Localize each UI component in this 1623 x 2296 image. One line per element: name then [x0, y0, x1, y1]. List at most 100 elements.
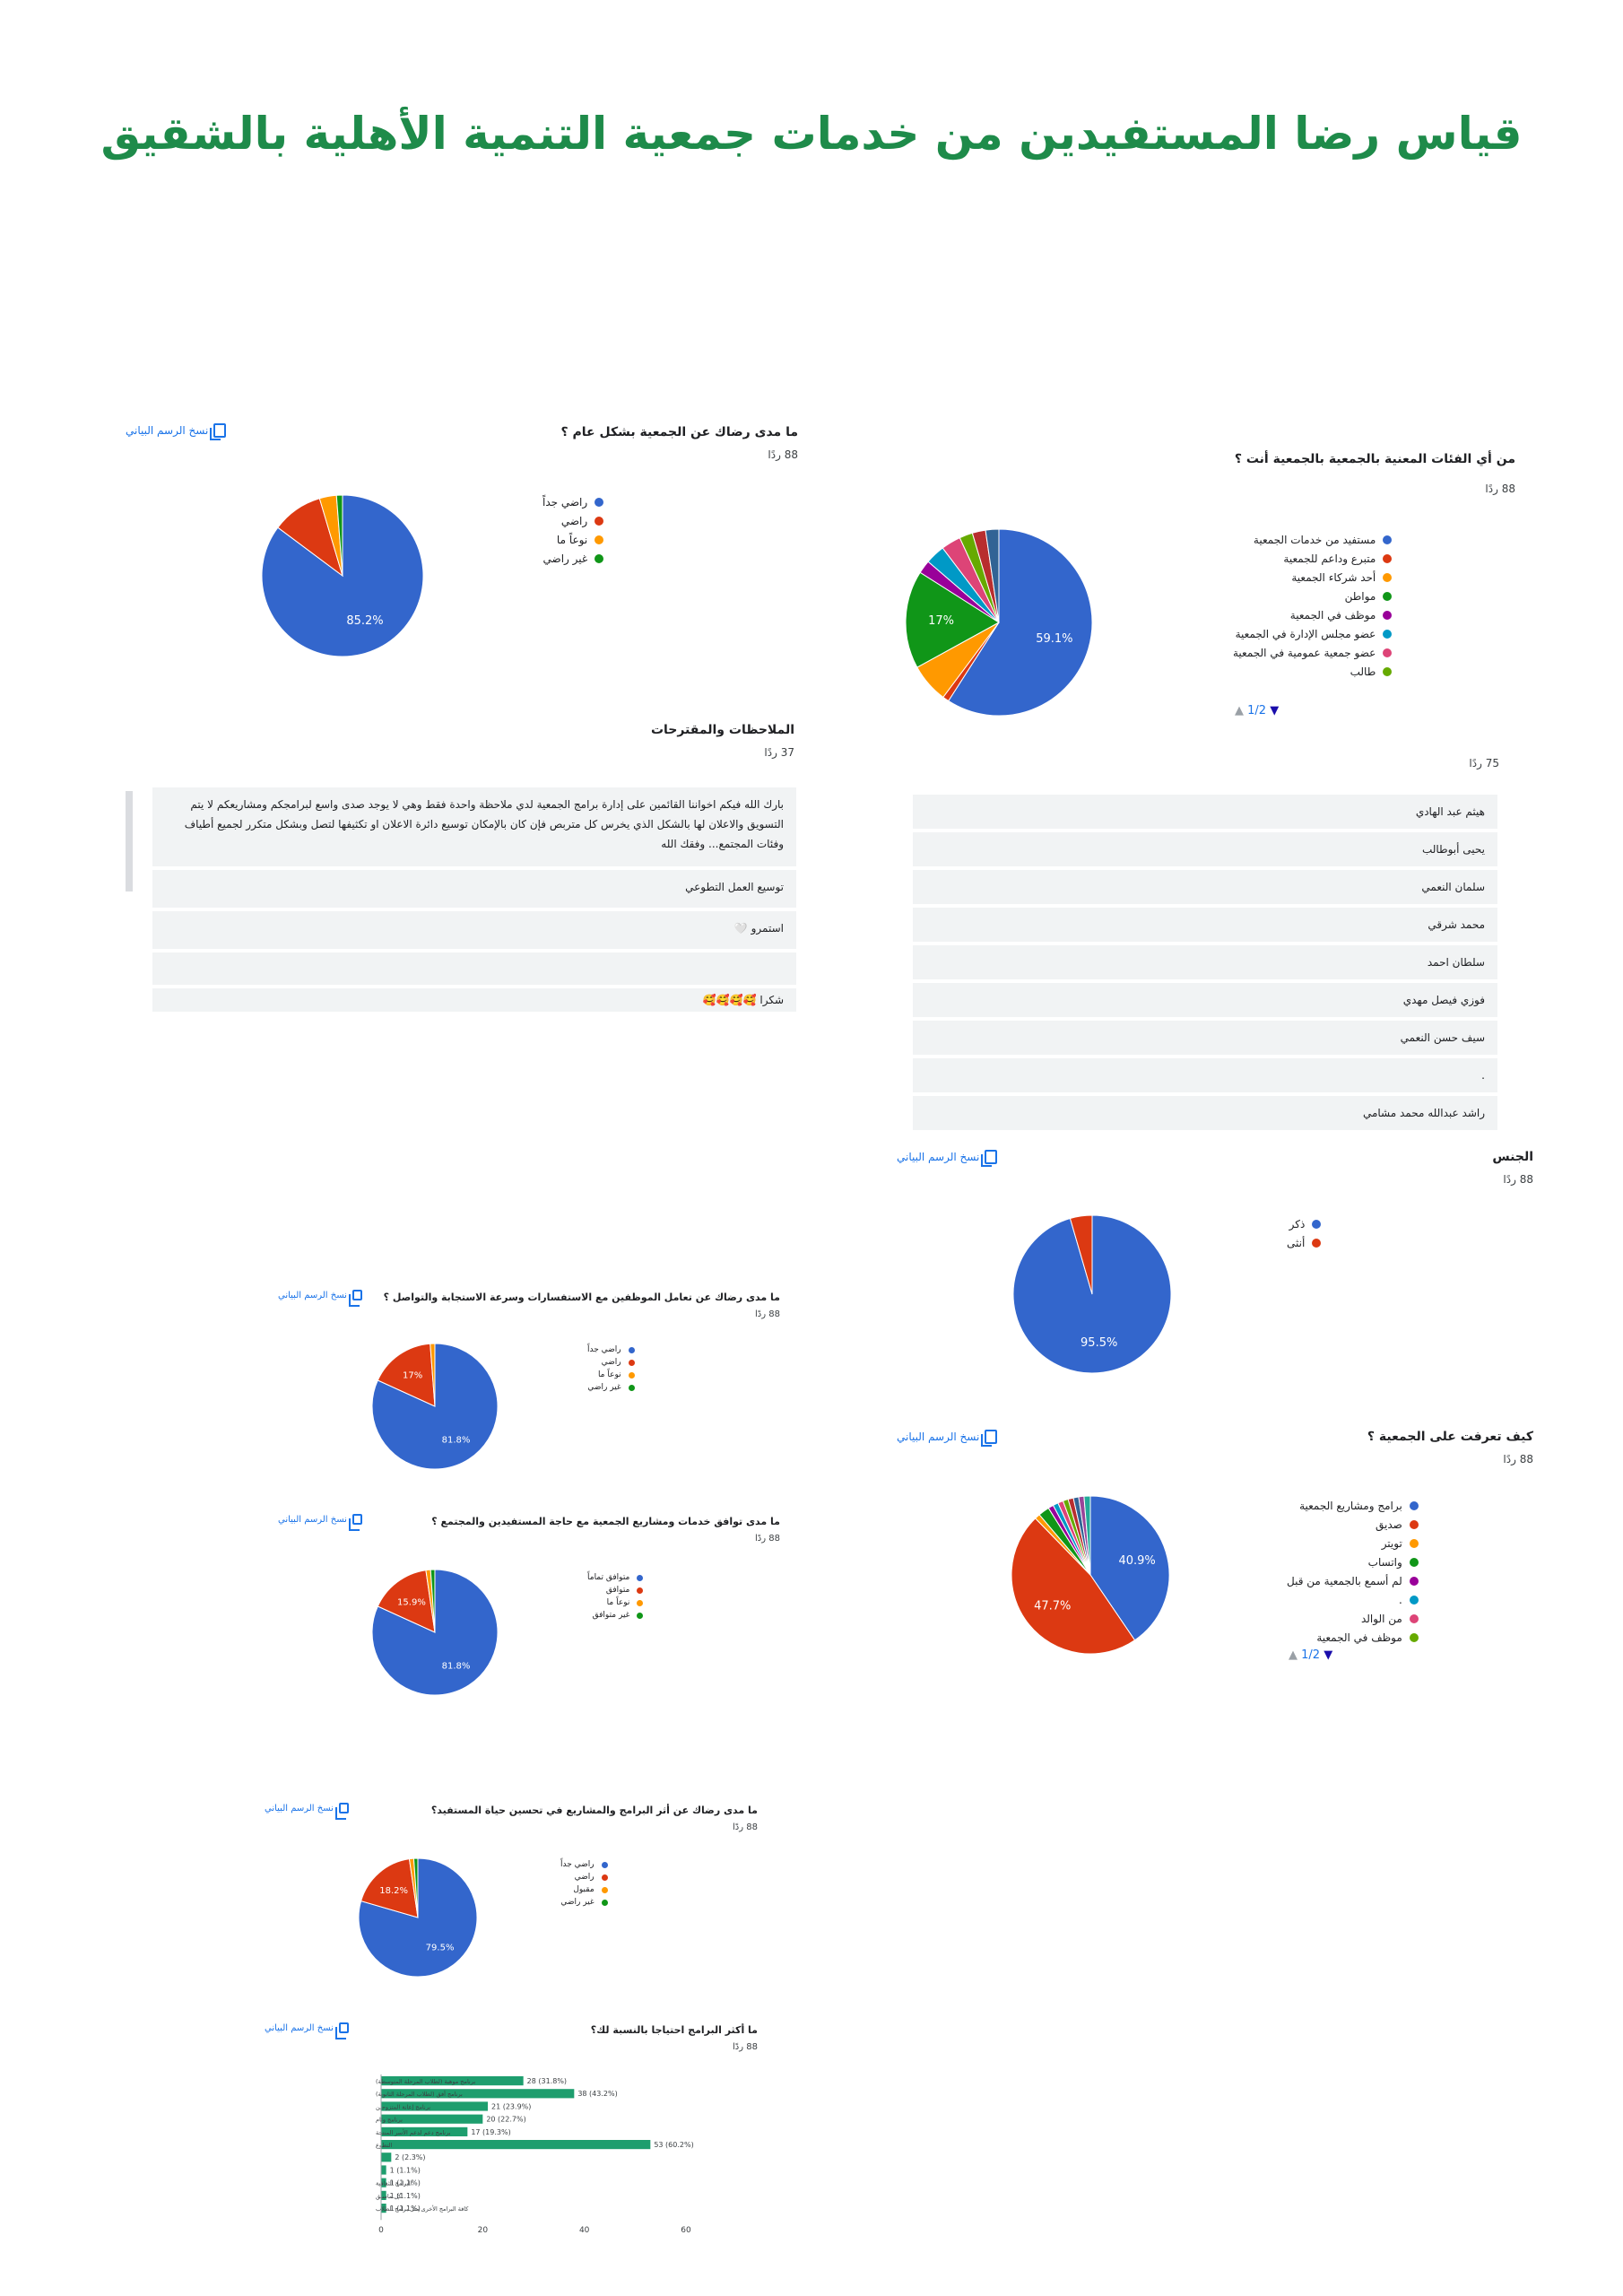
bar-value-label: 53 (60.2%): [654, 2141, 693, 2149]
copy-icon: [348, 1290, 362, 1307]
legend-swatch: [1383, 648, 1393, 657]
legend-swatch: [628, 1346, 635, 1353]
slice-label: 40.9%: [1118, 1554, 1155, 1568]
chart-legend: برامج ومشاريع الجمعية صديق تويتر واتساب لم أ…: [1287, 1500, 1419, 1650]
card-needed-programs: نسخ الرسم البياني ما أكثر البرامج احتياج…: [265, 2022, 767, 2265]
category-label: برنامج دعم لدعم الأسر المنتجة: [376, 2128, 451, 2136]
category-label: برنامج إعانة المتزوجين: [376, 2103, 430, 2110]
legend-pager[interactable]: ▲ 1/2 ▼: [1289, 1648, 1332, 1662]
bar: [381, 2101, 488, 2111]
pager-up-icon[interactable]: ▲: [1289, 1648, 1298, 1662]
copy-chart-label: نسخ الرسم البياني: [265, 1803, 334, 1813]
answer-item: توسيع العمل التطوعي: [152, 870, 796, 908]
legend-swatch: [1409, 1596, 1419, 1605]
copy-chart-button[interactable]: نسخ الرسم البياني: [278, 1290, 362, 1307]
bar: [381, 2204, 386, 2213]
slice-label: 17%: [928, 614, 954, 628]
copy-chart-button[interactable]: نسخ الرسم البياني: [265, 2022, 349, 2039]
legend-item: عضو جمعية عمومية في الجمعية: [1233, 647, 1393, 659]
card-services-match: نسخ الرسم البياني ما مدى توافق خدمات ومش…: [278, 1514, 780, 1711]
answer-item: [152, 952, 796, 985]
bar-value-label: 38 (43.2%): [577, 2090, 617, 2098]
legend-item: تويتر: [1287, 1537, 1419, 1550]
legend-label: مواطن: [1344, 590, 1376, 603]
answer-item: سيف حسن النعمي: [913, 1021, 1497, 1055]
legend-label: متوافق تماماً: [587, 1573, 630, 1582]
legend-swatch: [1409, 1501, 1419, 1510]
response-count: 88 ردًا: [768, 448, 798, 461]
pie-slice: [377, 1343, 436, 1407]
legend-label: نوعاً ما: [556, 534, 588, 546]
bar-value-label: 1 (1.1%): [390, 2205, 421, 2213]
legend-swatch: [637, 1599, 644, 1606]
pie-slice: [948, 528, 1093, 717]
copy-chart-button[interactable]: نسخ الرسم البياني: [278, 1514, 362, 1531]
copy-chart-label: نسخ الرسم البياني: [897, 1151, 980, 1163]
legend-swatch: [637, 1612, 644, 1619]
legend-label: صديق: [1375, 1518, 1402, 1531]
legend-label: راضي جداً: [560, 1860, 595, 1869]
legend-label: موظف في الجمعية: [1316, 1631, 1402, 1644]
card-gender: نسخ الرسم البياني الجنس 88 ردًا 95.5% ذك…: [897, 1146, 1533, 1406]
legend-item: عضو مجلس الإدارة في الجمعية: [1233, 628, 1393, 640]
pie-chart: 95.5%: [1012, 1214, 1172, 1374]
pie-slice: [377, 1570, 436, 1633]
pager-up-icon[interactable]: ▲: [1235, 704, 1244, 718]
card-program-impact: نسخ الرسم البياني ما مدى رضاك عن أثر الب…: [265, 1803, 767, 2000]
response-count: 88 ردًا: [1503, 1173, 1533, 1186]
answer-item: شكرا 🥰🥰🥰🥰: [152, 988, 796, 1012]
copy-chart-button[interactable]: نسخ الرسم البياني: [897, 1430, 998, 1447]
question-title: ما مدى رضاك عن الجمعية بشكل عام ؟: [560, 425, 798, 439]
copy-chart-button[interactable]: نسخ الرسم البياني: [126, 423, 227, 440]
pie-slice: [905, 571, 1000, 668]
legend-item: مقبول: [560, 1885, 608, 1894]
copy-chart-button[interactable]: نسخ الرسم البياني: [897, 1150, 998, 1167]
legend-label: غير راضي: [542, 552, 588, 565]
legend-label: .: [1398, 1594, 1402, 1606]
legend-item: موظف في الجمعية: [1233, 609, 1393, 622]
legend-swatch: [1409, 1558, 1419, 1567]
legend-item: راضي جداً: [560, 1860, 608, 1869]
legend-label: متوافق: [605, 1586, 630, 1595]
legend-item: نوعاً ما: [587, 1598, 644, 1607]
card-overall-satisfaction: نسخ الرسم البياني ما مدى رضاك عن الجمعية…: [126, 413, 798, 700]
legend-swatch: [1312, 1220, 1322, 1229]
question-title: كيف تعرفت على الجمعية ؟: [1367, 1430, 1533, 1444]
slice-label: 47.7%: [1034, 1599, 1071, 1613]
answer-list: بارك الله فيكم اخواننا القائمين على إدار…: [152, 787, 796, 1015]
chart-legend: مستفيد من خدمات الجمعية متبرع وداعم للجمع…: [1233, 534, 1393, 684]
answer-item: بارك الله فيكم اخواننا القائمين على إدار…: [152, 787, 796, 866]
legend-swatch: [1383, 554, 1393, 563]
scroll-indicator[interactable]: [126, 791, 133, 891]
answer-item: فوزي فيصل مهدي: [913, 983, 1497, 1017]
copy-chart-button[interactable]: نسخ الرسم البياني: [265, 1803, 349, 1820]
pie-slice: [360, 1858, 419, 1918]
slice-label: 85.2%: [346, 614, 383, 628]
pager-down-icon[interactable]: ▼: [1324, 1648, 1333, 1662]
legend-pager[interactable]: ▲ 1/2 ▼: [1235, 704, 1279, 718]
pager-down-icon[interactable]: ▼: [1270, 704, 1280, 718]
pager-label: 1/2: [1301, 1648, 1321, 1662]
response-count: 37 ردًا: [764, 746, 794, 759]
legend-label: راضي: [560, 515, 588, 527]
legend-label: برامج ومشاريع الجمعية: [1299, 1500, 1402, 1512]
legend-item: موظف في الجمعية: [1287, 1631, 1419, 1644]
legend-item: مواطن: [1233, 590, 1393, 603]
legend-item: نوعاً ما: [542, 534, 604, 546]
legend-swatch: [1383, 630, 1393, 639]
pie-slice: [1069, 1214, 1093, 1295]
legend-swatch: [1409, 1539, 1419, 1548]
legend-item: متوافق: [587, 1586, 644, 1595]
legend-swatch: [595, 535, 604, 544]
legend-label: غير راضي: [587, 1383, 621, 1392]
response-count: 88 ردًا: [755, 1309, 780, 1319]
card-notes-suggestions: الملاحظات والمقترحات 37 ردًا بارك الله ف…: [115, 709, 814, 1013]
legend-swatch: [637, 1587, 644, 1594]
legend-swatch: [1383, 611, 1393, 620]
card-names-list: 75 ردًا هيثم عبد الهادي يحيى أبوطالب سلم…: [897, 753, 1515, 1130]
response-count: 88 ردًا: [733, 2042, 758, 2052]
legend-item: صديق: [1287, 1518, 1419, 1531]
legend-swatch: [595, 554, 604, 563]
bar: [381, 2165, 386, 2175]
slice-label: 79.5%: [426, 1944, 455, 1953]
